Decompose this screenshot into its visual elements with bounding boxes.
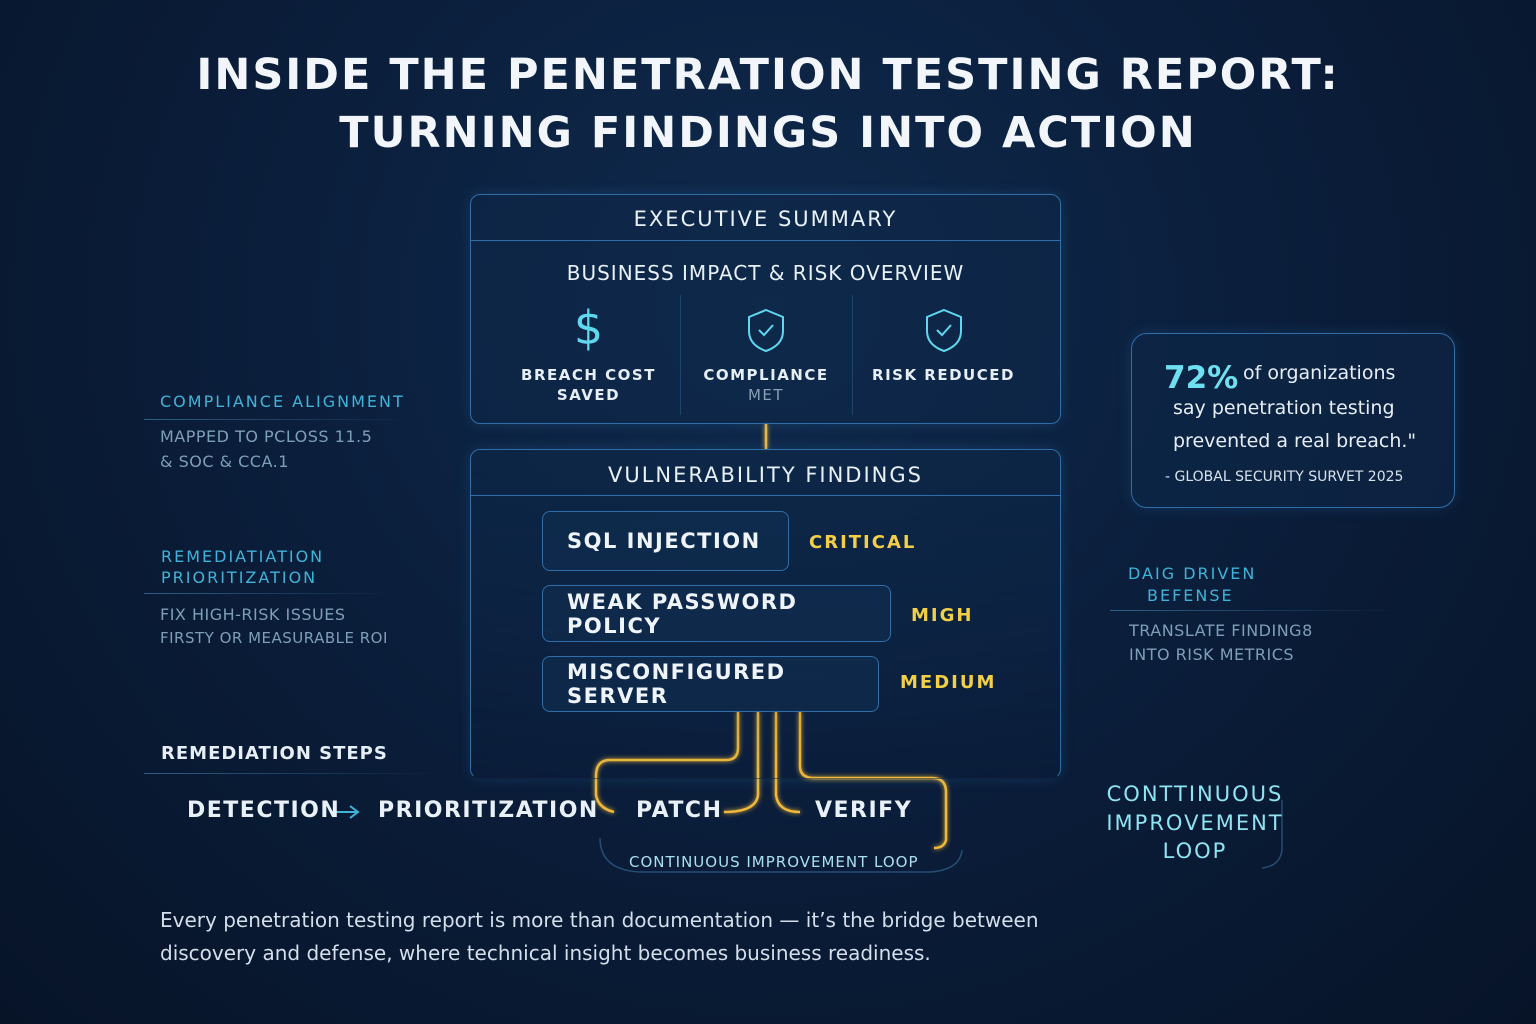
- metric-breach-cost: $ BREACH COST SAVED: [491, 303, 686, 405]
- divider: [471, 240, 1060, 241]
- business-impact-header: BUSINESS IMPACT & RISK OVERVIEW: [566, 261, 965, 285]
- shield-check-icon: [925, 308, 962, 353]
- executive-summary-header: EXECUTIVE SUMMARY: [633, 207, 898, 231]
- metric-label: MET: [747, 386, 785, 404]
- remediation-steps-heading: REMEDIATION STEPS: [161, 743, 388, 764]
- loop-arc: [599, 837, 963, 873]
- step-verify: VERIFY: [815, 798, 913, 823]
- loop-label-right: CONTTINUOUS IMPROVEMENT LOOP: [1095, 780, 1295, 866]
- remediation-heading-1: REMEDIATIATION: [161, 547, 325, 566]
- footer-text-2: discovery and defense, where technical i…: [160, 941, 931, 965]
- compliance-text-2: & SOC & CCA.1: [160, 452, 289, 471]
- findings-header: VULNERABILITY FINDINGS: [607, 463, 923, 487]
- remediation-text-2: FIRSTY OR MEASURABLE ROI: [160, 629, 388, 647]
- dollar-icon: $: [573, 301, 604, 355]
- loop-text: IMPROVEMENT: [1106, 810, 1284, 835]
- loop-label: CONTINUOUS IMPROVEMENT LOOP: [629, 853, 919, 871]
- shield-check-icon: [748, 308, 784, 353]
- title-line-2: TURNING FINDINGS INTO ACTION: [339, 108, 1197, 158]
- divider: [144, 419, 414, 420]
- stat-value: 72%: [1164, 360, 1239, 396]
- connector-verify: [774, 712, 801, 814]
- divider: [852, 295, 853, 415]
- metric-label: COMPLIANCE: [703, 366, 829, 384]
- divider: [144, 593, 394, 594]
- step-detection: DETECTION: [187, 798, 341, 823]
- severity-badge: CRITICAL: [809, 532, 917, 553]
- metric-compliance: COMPLIANCE MET: [671, 307, 861, 405]
- arrow-icon: [330, 805, 360, 819]
- data-driven-text-2: INTO RISK METRICS: [1129, 645, 1295, 664]
- footer-text-1: Every penetration testing report is more…: [160, 908, 1039, 932]
- executive-summary-panel: EXECUTIVE SUMMARY BUSINESS IMPACT & RISK…: [470, 194, 1061, 424]
- stat-text-2: say penetration testing: [1173, 397, 1395, 419]
- step-patch: PATCH: [636, 798, 723, 823]
- stat-text-3: prevented a real breach.": [1173, 430, 1417, 452]
- statistic-card: 72% of organizations say penetration tes…: [1131, 333, 1455, 508]
- step-prioritization: PRIORITIZATION: [378, 798, 599, 823]
- divider: [144, 773, 444, 774]
- divider: [1110, 610, 1400, 611]
- finding-sql-injection[interactable]: SQL INJECTION: [542, 511, 789, 571]
- metric-label: RISK REDUCED: [872, 366, 1015, 384]
- remediation-heading-2: PRIORITIZATION: [161, 568, 318, 587]
- loop-arc-right: [1261, 800, 1283, 869]
- data-driven-heading-2: BEFENSE: [1147, 586, 1234, 605]
- stat-text-1: of organizations: [1243, 362, 1396, 384]
- metric-risk-reduced: RISK REDUCED: [846, 307, 1041, 385]
- finding-misconfigured-server[interactable]: MISCONFIGURED SERVER: [542, 656, 879, 712]
- connector-patch-return: [723, 712, 760, 814]
- data-driven-heading-1: DAIG DRIVEN: [1128, 564, 1257, 583]
- compliance-heading: COMPLIANCE ALIGNMENT: [160, 392, 405, 411]
- title-line-1: INSIDE THE PENETRATION TESTING REPORT:: [196, 50, 1340, 100]
- divider: [471, 495, 1060, 496]
- severity-badge: MIGH: [911, 605, 974, 626]
- metric-label: SAVED: [556, 386, 621, 404]
- metric-label: BREACH COST: [521, 366, 656, 384]
- divider: [680, 295, 681, 415]
- compliance-text-1: MAPPED TO PCLOSS 11.5: [160, 427, 373, 446]
- data-driven-text-1: TRANSLATE FINDING8: [1129, 621, 1313, 640]
- stat-source: - GLOBAL SECURITY SURVET 2025: [1165, 469, 1404, 485]
- loop-text: LOOP: [1162, 839, 1228, 863]
- finding-weak-password[interactable]: WEAK PASSWORD POLICY: [542, 585, 891, 642]
- remediation-text-1: FIX HIGH-RISK ISSUES: [160, 605, 346, 624]
- severity-badge: MEDIUM: [900, 672, 997, 693]
- loop-text: CONTTINUOUS: [1106, 782, 1284, 806]
